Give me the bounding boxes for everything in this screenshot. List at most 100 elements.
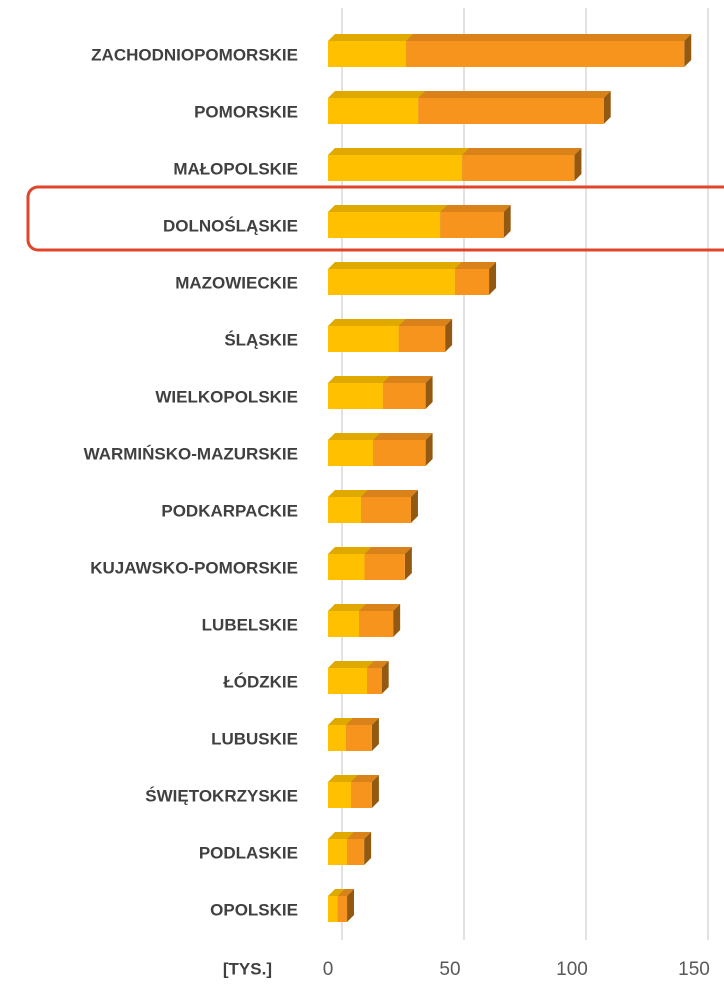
bar-top	[328, 718, 354, 725]
bar	[328, 782, 351, 808]
bar-top	[328, 775, 358, 782]
bar	[358, 611, 394, 637]
bar-top	[328, 889, 345, 896]
bar	[328, 326, 399, 352]
bar-top	[346, 718, 379, 725]
bar-top	[350, 775, 379, 782]
bar	[350, 782, 372, 808]
bar	[373, 440, 426, 466]
bar-top	[360, 490, 418, 497]
bar	[398, 326, 446, 352]
y-tick-label: LUBUSKIE	[211, 729, 298, 748]
bar-top	[367, 661, 389, 668]
bar-top	[364, 547, 412, 554]
bar	[328, 98, 419, 124]
bar	[328, 611, 359, 637]
y-tick-label: PODLASKIE	[199, 843, 298, 862]
bar-top	[328, 604, 366, 611]
bar-top	[328, 832, 355, 839]
bar	[328, 155, 463, 181]
bar-side	[445, 319, 453, 352]
bar	[328, 839, 348, 865]
y-tick-label: OPOLSKIE	[210, 900, 298, 919]
bar-top	[328, 490, 368, 497]
bar-top	[328, 205, 448, 212]
bar-side	[371, 775, 379, 808]
bar	[328, 896, 338, 922]
y-tick-label: LUBELSKIE	[202, 615, 298, 634]
y-tick-label: PODKARPACKIE	[161, 501, 298, 520]
bar-top	[328, 262, 462, 269]
bar-side	[381, 661, 389, 694]
bar-side	[410, 490, 418, 523]
bar	[367, 668, 382, 694]
bar	[418, 98, 604, 124]
bar-top	[358, 604, 401, 611]
bar-side	[364, 832, 372, 865]
bar	[328, 41, 407, 67]
bar-top	[373, 433, 433, 440]
y-tick-label: WARMIŃSKO-MAZURSKIE	[84, 444, 298, 463]
bar-top	[328, 661, 375, 668]
bar-top	[328, 34, 414, 41]
grid	[341, 8, 709, 940]
bar	[346, 725, 372, 751]
y-tick-label: MAZOWIECKIE	[175, 273, 298, 292]
bar	[462, 155, 575, 181]
bar	[328, 383, 383, 409]
bar-top	[328, 319, 406, 326]
bar-side	[489, 262, 497, 295]
bar-top	[328, 91, 426, 98]
y-tick-label: DOLNOŚLĄSKIE	[163, 216, 298, 235]
bar-top	[454, 262, 497, 269]
x-tick-label: 150	[678, 959, 710, 980]
bar-top	[398, 319, 453, 326]
highlight-box	[26, 185, 724, 252]
bar-top	[328, 376, 390, 383]
bar	[328, 668, 368, 694]
bar-top	[328, 148, 470, 155]
bar-side	[603, 91, 611, 124]
bar-side	[347, 889, 355, 922]
bar-side	[404, 547, 412, 580]
bar-top	[406, 34, 692, 41]
x-tick-label: 50	[439, 959, 460, 980]
bar-top	[328, 547, 372, 554]
bar	[328, 212, 441, 238]
bar	[337, 896, 348, 922]
y-tick-label: MAŁOPOLSKIE	[173, 159, 298, 178]
y-tick-label: ŚWIĘTOKRZYSKIE	[145, 786, 298, 805]
y-tick-label: ŚLĄSKIE	[224, 330, 298, 349]
bar	[382, 383, 426, 409]
bars	[328, 34, 692, 922]
y-tick-label: WIELKOPOLSKIE	[155, 387, 298, 406]
bar	[406, 41, 685, 67]
bar-side	[425, 376, 433, 409]
bar-side	[393, 604, 401, 637]
bar	[328, 440, 374, 466]
x-axis-label: [TYS.]	[223, 959, 272, 978]
bar-top	[337, 889, 355, 896]
bar	[440, 212, 504, 238]
bar	[328, 725, 347, 751]
bar	[328, 497, 361, 523]
bar-side	[503, 205, 511, 238]
bar-side	[574, 148, 582, 181]
bar-side	[425, 433, 433, 466]
bar-top	[440, 205, 511, 212]
bar-top	[328, 433, 381, 440]
y-tick-label: ZACHODNIOPOMORSKIE	[91, 45, 298, 64]
bar	[360, 497, 411, 523]
bar	[347, 839, 365, 865]
bar	[328, 554, 365, 580]
x-tick-label: 100	[556, 959, 588, 980]
y-tick-label: ŁÓDZKIE	[223, 672, 298, 691]
bar-top	[382, 376, 433, 383]
x-tick-label: 0	[323, 959, 334, 980]
bar-top	[347, 832, 372, 839]
bar-side	[371, 718, 379, 751]
bar-side	[684, 34, 692, 67]
bar	[364, 554, 405, 580]
bar	[328, 269, 455, 295]
